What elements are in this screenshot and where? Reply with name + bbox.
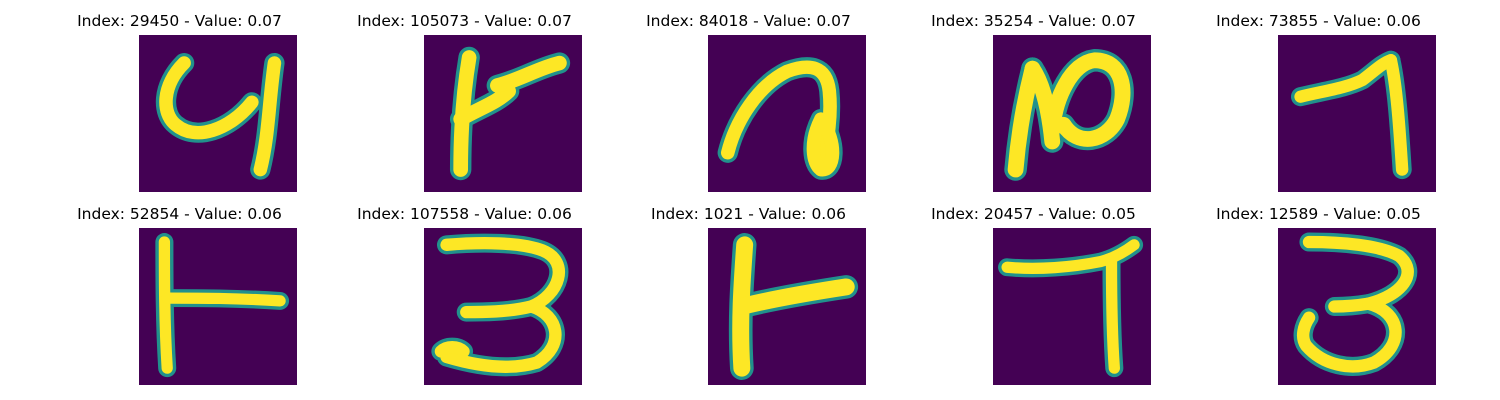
panel-title: Index: 73855 - Value: 0.06 [1216, 12, 1421, 30]
panel-8: Index: 1021 - Value: 0.06 [606, 193, 891, 385]
panel-title: Index: 84018 - Value: 0.07 [646, 12, 851, 30]
digit-image [993, 35, 1151, 192]
panel-1: Index: 29450 - Value: 0.07 [37, 0, 322, 192]
panel-7: Index: 107558 - Value: 0.06 [322, 193, 607, 385]
panel-title: Index: 29450 - Value: 0.07 [77, 12, 282, 30]
digit-image [424, 35, 582, 192]
panel-10: Index: 12589 - Value: 0.05 [1176, 193, 1461, 385]
digit-image [708, 35, 866, 192]
panel-5: Index: 73855 - Value: 0.06 [1176, 0, 1461, 192]
panel-title: Index: 107558 - Value: 0.06 [357, 205, 572, 223]
digit-image [1278, 228, 1436, 385]
panel-title: Index: 35254 - Value: 0.07 [931, 12, 1136, 30]
digit-image [1278, 35, 1436, 192]
panel-3: Index: 84018 - Value: 0.07 [606, 0, 891, 192]
panel-title: Index: 1021 - Value: 0.06 [651, 205, 846, 223]
panel-6: Index: 52854 - Value: 0.06 [37, 193, 322, 385]
digit-image [424, 228, 582, 385]
digit-image [708, 228, 866, 385]
panel-2: Index: 105073 - Value: 0.07 [322, 0, 607, 192]
digit-image [993, 228, 1151, 385]
panel-title: Index: 52854 - Value: 0.06 [77, 205, 282, 223]
panel-title: Index: 20457 - Value: 0.05 [931, 205, 1136, 223]
panel-title: Index: 12589 - Value: 0.05 [1216, 205, 1421, 223]
panel-title: Index: 105073 - Value: 0.07 [357, 12, 572, 30]
panel-9: Index: 20457 - Value: 0.05 [891, 193, 1176, 385]
digit-image [139, 35, 297, 192]
digit-image [139, 228, 297, 385]
panel-4: Index: 35254 - Value: 0.07 [891, 0, 1176, 192]
